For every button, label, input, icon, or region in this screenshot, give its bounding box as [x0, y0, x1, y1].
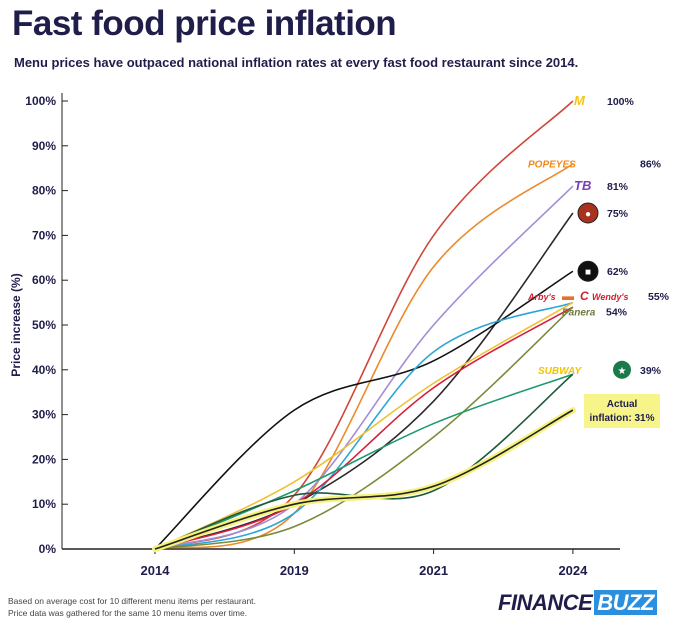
annotation-line2: inflation: 31% [589, 413, 654, 424]
end-value-label: 86% [640, 159, 662, 171]
series-line-1 [154, 163, 574, 550]
y-tick-label: 10% [32, 497, 56, 511]
starbucks-logo [613, 360, 631, 379]
series-highlight [152, 407, 576, 552]
y-tick-label: 0% [39, 542, 57, 556]
financebuzz-logo: FINANCE BUZZ [498, 590, 657, 616]
logo-text: Wendy's [592, 292, 628, 302]
subtitle: Menu prices have outpaced national infla… [14, 55, 579, 70]
series-line-8 [154, 306, 574, 550]
series-line-4 [154, 270, 574, 550]
series-line-2 [154, 185, 574, 550]
logo-text: ★ [618, 366, 627, 377]
logo-text: C [580, 289, 589, 303]
footnote-1: Based on average cost for 10 different m… [8, 596, 256, 606]
chart: 0% 10% 20% 30% 40% 50% 60% 70% 80% 90% 100% 2014 201… [9, 93, 670, 578]
logo-part-2: BUZZ [594, 590, 657, 615]
logo-text: Arby's [527, 292, 556, 302]
series-line-3 [154, 212, 574, 550]
logo-part-1: FINANCE [498, 590, 593, 615]
series-line-11 [154, 409, 574, 550]
y-tick-label: 70% [32, 228, 56, 242]
x-tick-label: 2019 [280, 563, 309, 578]
logo-text: ● [585, 209, 591, 220]
page-title: Fast food price inflation [12, 4, 397, 43]
end-value-label: 100% [607, 96, 635, 108]
y-axis-label: Price increase (%) [9, 273, 23, 376]
logo-badge [577, 260, 599, 282]
end-value-label: 62% [607, 266, 629, 278]
y-tick-label: 30% [32, 408, 56, 422]
series-line-5 [154, 301, 574, 550]
footnote-2: Price data was gathered for the same 10 … [8, 608, 248, 618]
end-value-label: 55% [648, 291, 670, 303]
series-line-9 [154, 373, 574, 550]
annotation-line1: Actual [607, 399, 638, 410]
series-line-6 [154, 301, 574, 550]
y-tick-label: 50% [32, 318, 56, 332]
end-value-label: 81% [607, 181, 629, 193]
end-value-label: 39% [640, 365, 662, 377]
x-tick-label: 2024 [558, 563, 588, 578]
logo-text: Panera [562, 308, 596, 319]
y-tick-label: 20% [32, 452, 56, 466]
inflation-annotation-box [584, 394, 660, 428]
y-tick-label: 40% [32, 363, 56, 377]
end-value-label: 75% [607, 208, 629, 220]
y-tick-label: 90% [32, 139, 56, 153]
logo-badge [577, 202, 599, 224]
y-tick-label: 100% [25, 94, 56, 108]
logo-text: TB [574, 178, 591, 193]
logo-text: POPEYES [528, 160, 576, 171]
x-tick-label: 2021 [419, 563, 448, 578]
y-tick-label: 60% [32, 273, 56, 287]
x-tick-label: 2014 [141, 563, 171, 578]
end-value-label: 54% [606, 307, 628, 319]
logo-text: M [574, 93, 586, 108]
series-line-7 [154, 306, 574, 550]
logo-text: SUBWAY [538, 366, 582, 377]
logo-text: ▬ [562, 289, 574, 303]
logo-text: ■ [585, 267, 591, 278]
y-tick-label: 80% [32, 184, 56, 198]
